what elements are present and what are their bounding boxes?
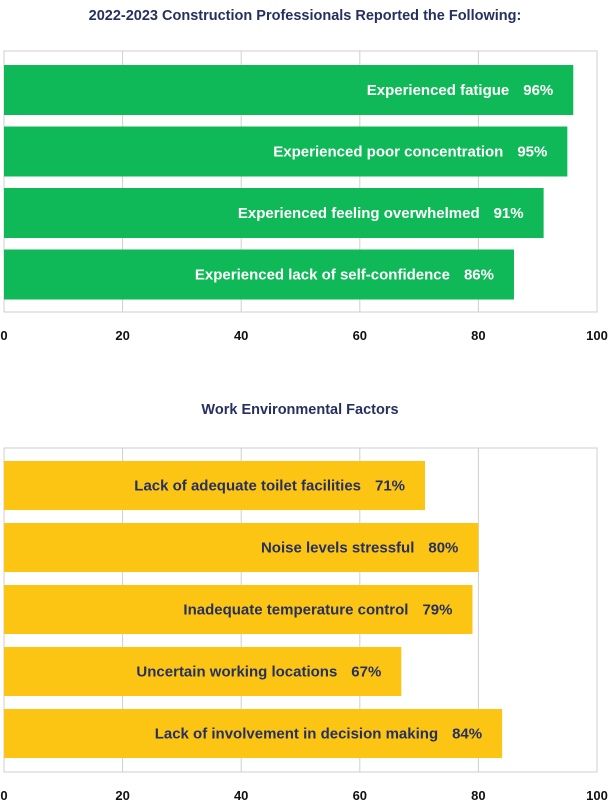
bar — [4, 709, 503, 758]
x-tick-label: 100 — [586, 328, 608, 343]
bar-value-label: 79% — [422, 602, 452, 619]
bar-value-label: 84% — [452, 726, 482, 743]
chart-2-x-ticks: 0 20 40 60 80 100 — [0, 788, 607, 802]
bar-value-label: 96% — [523, 82, 553, 99]
bar-value-label: 86% — [464, 267, 494, 284]
bar-value-label: 80% — [428, 540, 458, 557]
bar-value-label: 71% — [375, 478, 405, 495]
bar-category-label: Lack of adequate toilet facilities — [134, 478, 361, 495]
bar — [4, 126, 568, 177]
chart-1-x-ticks: 0 20 40 60 80 100 — [0, 328, 607, 343]
x-tick-label: 80 — [471, 328, 485, 343]
bar-category-label: Uncertain working locations — [136, 664, 337, 681]
chart-2: Work Environmental Factors 71% Lack of ad… — [0, 402, 607, 802]
bar — [4, 647, 402, 696]
chart-1-bars: 96% Experienced fatigue 95% Experienced poo… — [4, 65, 574, 300]
bar-value-label: 91% — [494, 205, 524, 222]
chart-2-title: Work Environmental Factors — [201, 402, 398, 418]
bar — [4, 585, 473, 634]
bar — [4, 461, 426, 510]
bar — [4, 188, 544, 238]
bar-category-label: Experienced lack of self-confidence — [195, 267, 450, 284]
bar-value-label: 67% — [351, 664, 381, 681]
x-tick-label: 40 — [234, 788, 248, 802]
x-tick-label: 40 — [234, 328, 248, 343]
x-tick-label: 100 — [586, 788, 608, 802]
bar-category-label: Experienced fatigue — [367, 82, 510, 99]
x-tick-label: 80 — [471, 788, 485, 802]
x-tick-label: 60 — [353, 788, 367, 802]
bar-category-label: Experienced feeling overwhelmed — [238, 205, 480, 222]
bar-value-label: 95% — [517, 144, 547, 161]
x-tick-label: 20 — [115, 788, 129, 802]
bar — [4, 523, 479, 572]
bar — [4, 65, 574, 115]
bar — [4, 249, 514, 300]
x-tick-label: 20 — [115, 328, 129, 343]
bar-category-label: Noise levels stressful — [261, 540, 414, 557]
x-tick-label: 0 — [0, 788, 7, 802]
x-tick-label: 0 — [0, 328, 7, 343]
x-tick-label: 60 — [353, 328, 367, 343]
bar-category-label: Inadequate temperature control — [183, 602, 408, 619]
bar-category-label: Lack of involvement in decision making — [155, 726, 438, 743]
bar-category-label: Experienced poor concentration — [273, 144, 503, 161]
chart-1-title: 2022-2023 Construction Professionals Rep… — [89, 8, 522, 24]
chart-2-bars: 71% Lack of adequate toilet facilities 80%… — [4, 461, 503, 758]
chart-1: 2022-2023 Construction Professionals Rep… — [0, 8, 607, 343]
